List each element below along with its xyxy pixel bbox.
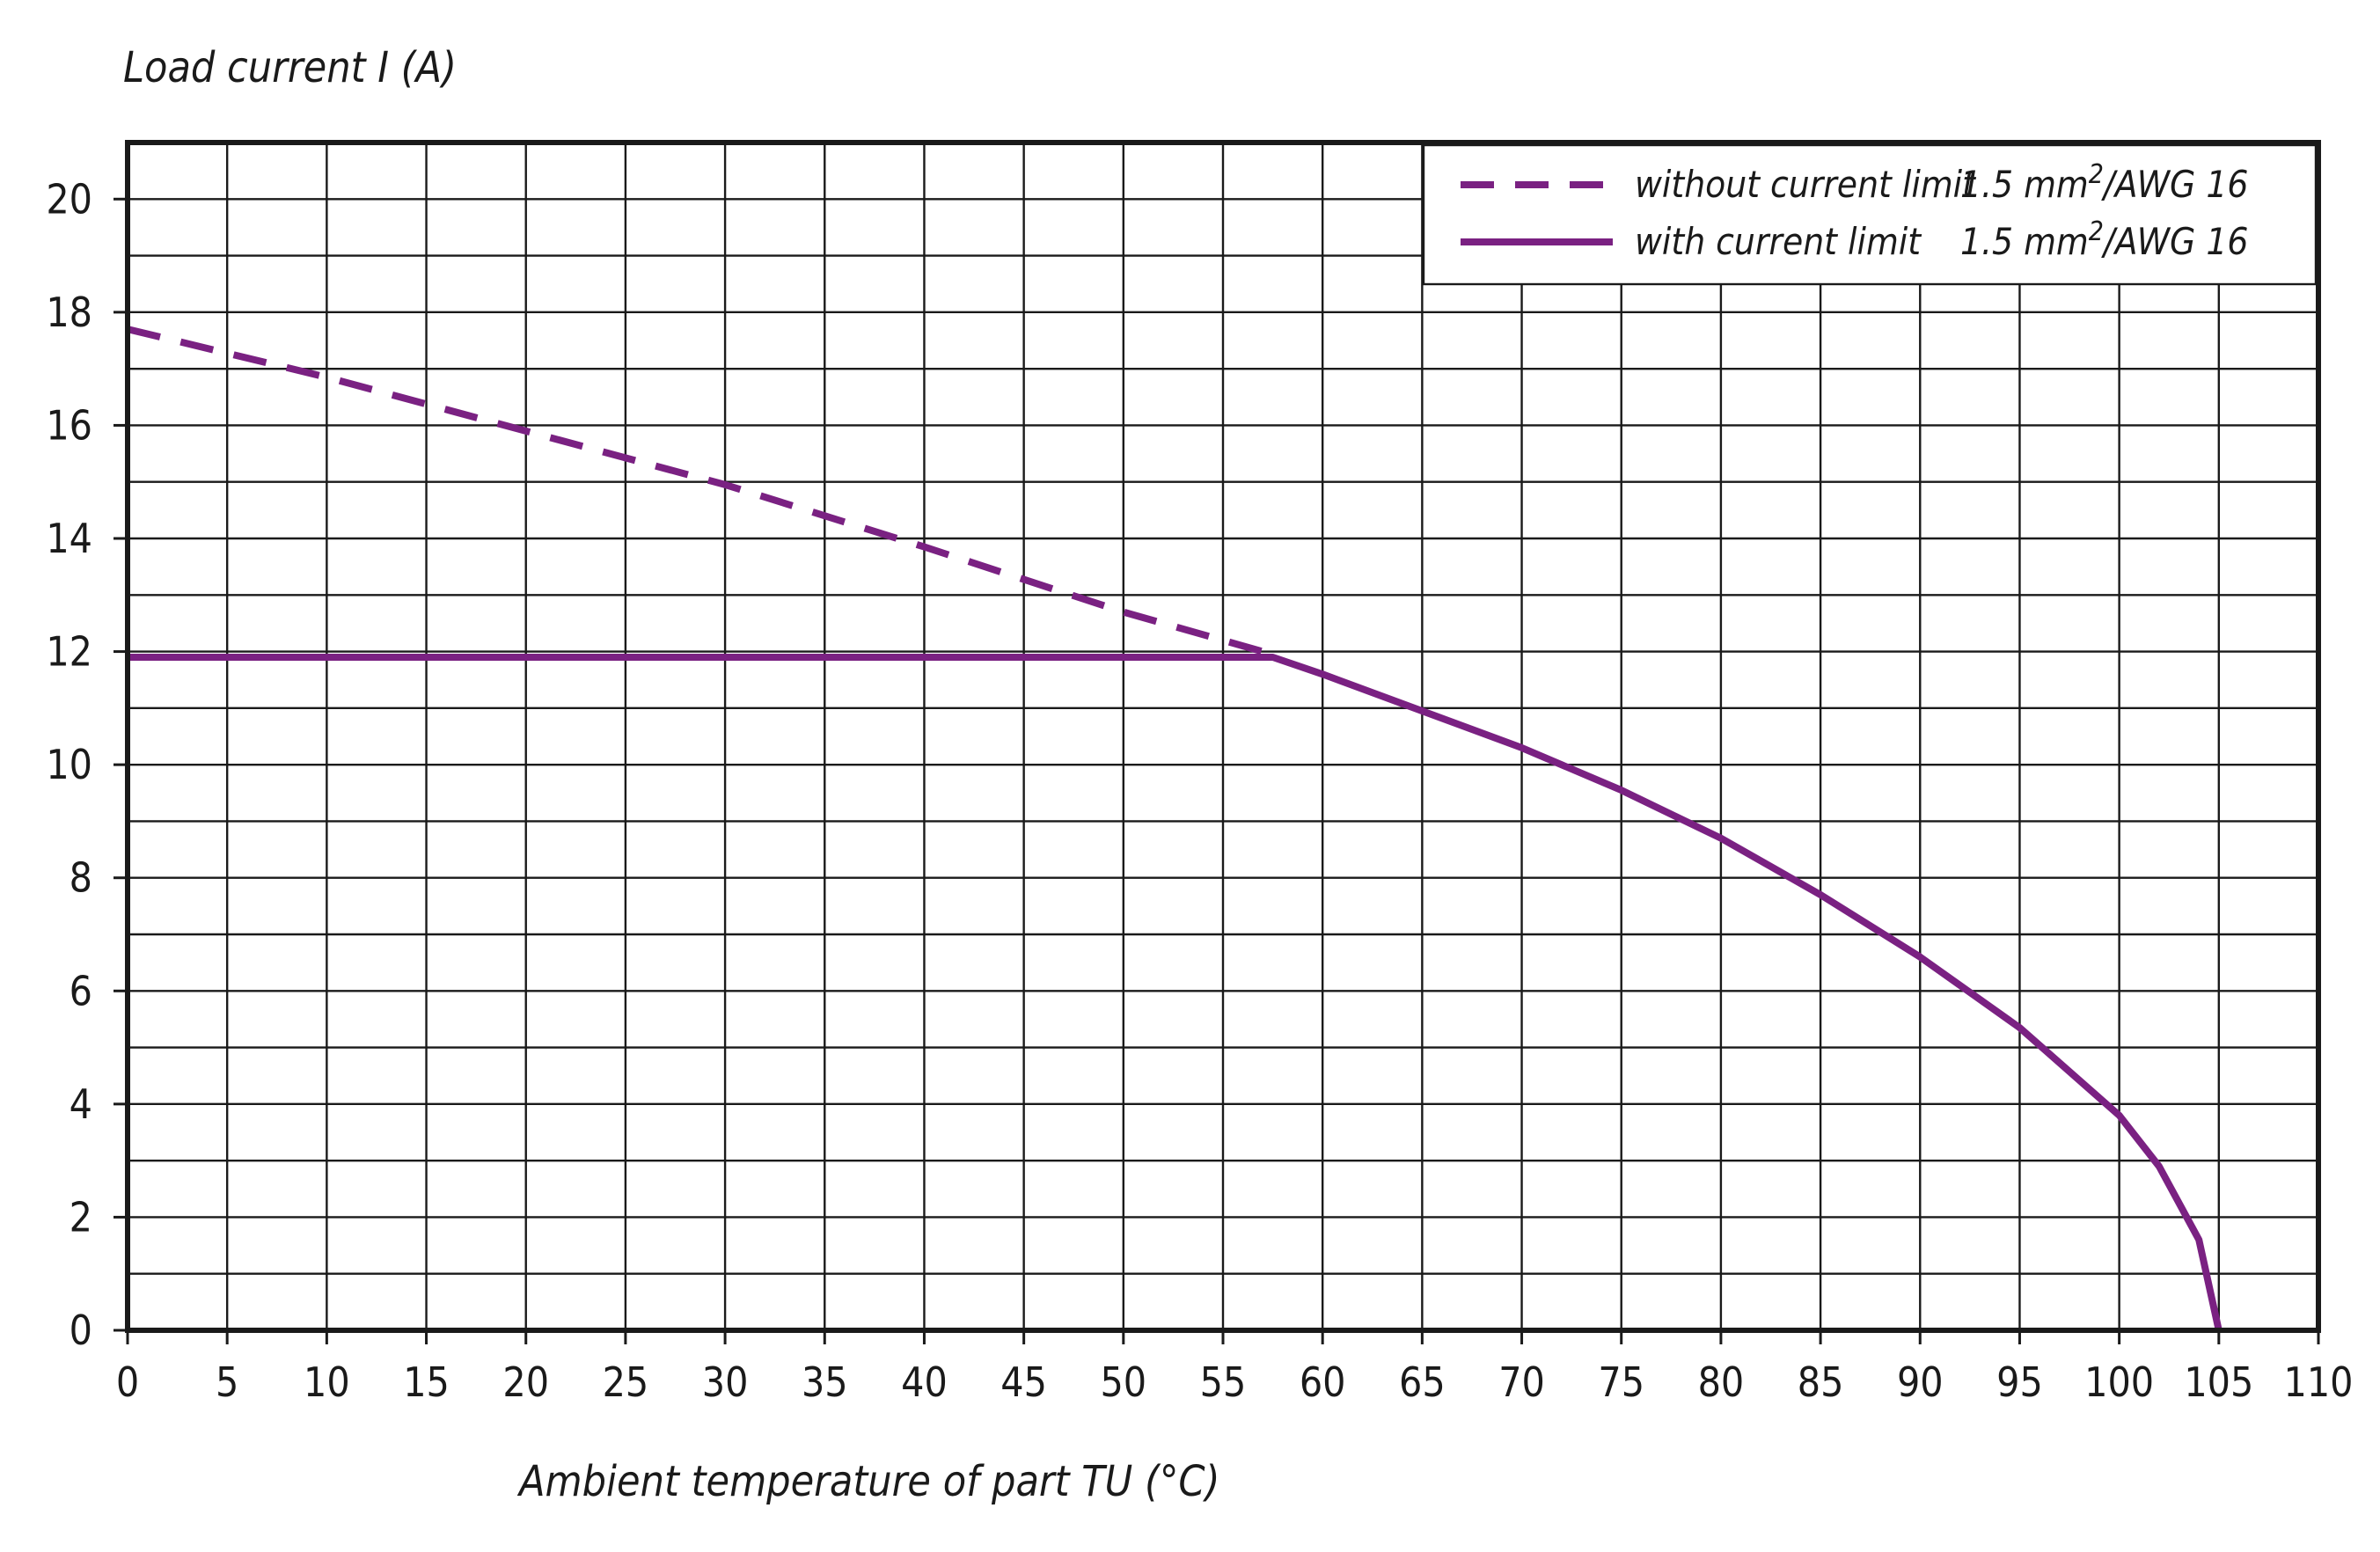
series-layer bbox=[127, 326, 2223, 1331]
x-tick-label: 60 bbox=[1300, 1358, 1346, 1406]
y-axis-title: Load current I (A) bbox=[123, 43, 457, 92]
legend-spec: 1.5 mm2/AWG 16 bbox=[1960, 216, 2248, 263]
x-axis-title: Ambient temperature of part TU (°C) bbox=[516, 1457, 1219, 1506]
y-tick-label: 6 bbox=[70, 967, 92, 1014]
x-tick-label: 105 bbox=[2184, 1358, 2253, 1406]
x-tick-label: 85 bbox=[1798, 1358, 1844, 1406]
x-tick-label: 70 bbox=[1498, 1358, 1545, 1406]
y-tick-label: 18 bbox=[46, 289, 92, 336]
x-tick-label: 10 bbox=[304, 1358, 350, 1406]
legend-label: with current limit bbox=[1635, 220, 1922, 263]
x-tick-label: 15 bbox=[403, 1358, 450, 1406]
grid bbox=[114, 143, 2320, 1344]
x-tick-label: 5 bbox=[216, 1358, 238, 1406]
x-tick-label: 100 bbox=[2084, 1358, 2154, 1406]
x-tick-label: 75 bbox=[1598, 1358, 1644, 1406]
y-tick-labels: 0 2 4 6 8 10 12 14 16 18 20 bbox=[46, 175, 92, 1354]
y-tick-label: 4 bbox=[70, 1080, 92, 1128]
y-tick-label: 0 bbox=[70, 1307, 92, 1354]
y-tick-label: 16 bbox=[46, 401, 92, 449]
x-tick-label: 35 bbox=[802, 1358, 848, 1406]
x-tick-label: 95 bbox=[1996, 1358, 2043, 1406]
x-tick-label: 20 bbox=[502, 1358, 549, 1406]
x-tick-label: 110 bbox=[2284, 1358, 2354, 1406]
y-tick-label: 20 bbox=[46, 175, 92, 223]
plot-border bbox=[125, 140, 2321, 1333]
legend-label: without current limit bbox=[1635, 163, 1976, 206]
series-line-without-current-limit bbox=[127, 326, 1274, 658]
y-tick-label: 14 bbox=[46, 515, 92, 562]
legend-box bbox=[1422, 143, 2318, 286]
x-tick-label: 80 bbox=[1698, 1358, 1745, 1406]
x-tick-label: 90 bbox=[1897, 1358, 1944, 1406]
y-tick-label: 12 bbox=[46, 628, 92, 676]
x-tick-label: 45 bbox=[1000, 1358, 1047, 1406]
x-tick-label: 50 bbox=[1100, 1358, 1146, 1406]
x-tick-label: 55 bbox=[1200, 1358, 1247, 1406]
x-tick-label: 65 bbox=[1399, 1358, 1446, 1406]
y-tick-label: 10 bbox=[46, 741, 92, 788]
x-tick-label: 40 bbox=[901, 1358, 948, 1406]
x-tick-labels: 0 5 10 15 20 25 30 35 40 45 50 55 60 65 70 75 80 85 90 95 10… bbox=[116, 1358, 2354, 1406]
legend-spec: 1.5 mm2/AWG 16 bbox=[1960, 159, 2248, 206]
series-line-with-current-limit bbox=[128, 654, 2223, 1331]
y-tick-label: 8 bbox=[70, 854, 92, 902]
x-tick-label: 25 bbox=[603, 1358, 649, 1406]
x-tick-label: 0 bbox=[116, 1358, 139, 1406]
x-tick-label: 30 bbox=[702, 1358, 749, 1406]
y-tick-label: 2 bbox=[70, 1193, 92, 1241]
